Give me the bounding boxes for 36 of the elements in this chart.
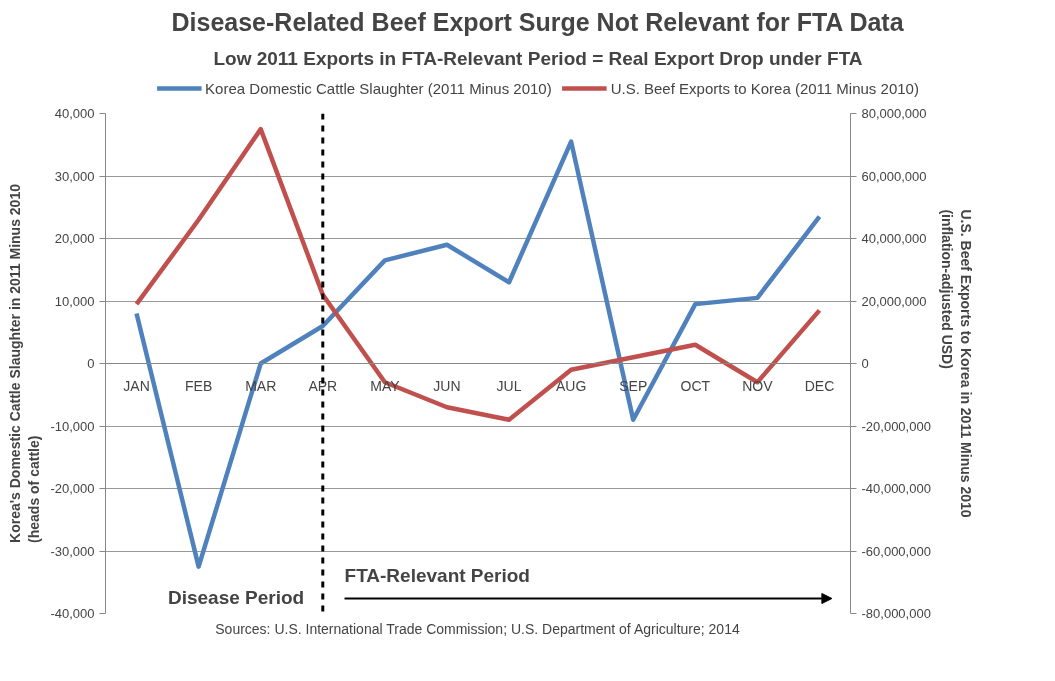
y2-tick-label: 0 bbox=[861, 356, 869, 371]
legend-label: U.S. Beef Exports to Korea (2011 Minus 2010) bbox=[610, 79, 919, 97]
y2-tick-label: -80,000,000 bbox=[861, 606, 931, 621]
y-tick-label: -20,000 bbox=[50, 481, 95, 496]
x-tick-label: NOV bbox=[742, 377, 774, 394]
y2-tick-label: -60,000,000 bbox=[861, 543, 931, 559]
annotation: Disease Period bbox=[167, 586, 305, 608]
x-tick-label: JUN bbox=[433, 377, 461, 394]
y-tick-label: -30,000 bbox=[50, 543, 95, 559]
y-tick-label: -40,000 bbox=[50, 606, 95, 621]
source-note: Sources: U.S. International Trade Commission; U.S. Department of Agriculture; 2014 bbox=[215, 620, 740, 637]
y-tick-label: 40,000 bbox=[54, 106, 95, 121]
chart-subtitle: Low 2011 Exports in FTA-Relevant Period = Real Export Drop under FTA bbox=[213, 47, 863, 69]
y-tick-label: 30,000 bbox=[54, 168, 95, 184]
y-tick-label: -10,000 bbox=[50, 418, 95, 434]
x-tick-label: OCT bbox=[680, 377, 711, 394]
y-axis-title: Korea's Domestic Cattle Slaughter in 2011 Minus 2010 (heads of cattle) bbox=[7, 183, 43, 543]
y2-tick-label: 80,000,000 bbox=[861, 106, 927, 121]
y-tick-label: 0 bbox=[87, 356, 95, 371]
x-tick-label: DEC bbox=[804, 377, 835, 394]
y-tick-label: 10,000 bbox=[54, 293, 95, 309]
y2-tick-label: -20,000,000 bbox=[861, 418, 931, 434]
y2-axis-title: U.S. Beef Exports to Korea in 2011 Minus 2010 (inflation-adjusted USD) bbox=[938, 209, 974, 518]
x-tick-label: AUG bbox=[555, 377, 587, 394]
y-tick-label: 20,000 bbox=[54, 231, 95, 246]
x-tick-label: APR bbox=[308, 377, 338, 394]
legend-label: Korea Domestic Cattle Slaughter (2011 Minus 2010) bbox=[205, 79, 552, 97]
y2-tick-label: 60,000,000 bbox=[861, 168, 927, 184]
x-tick-label: FEB bbox=[185, 377, 213, 394]
annotation: FTA-Relevant Period bbox=[344, 564, 530, 586]
y2-tick-label: -40,000,000 bbox=[861, 481, 931, 496]
x-tick-label: JAN bbox=[123, 377, 150, 394]
chart-title: Disease-Related Beef Export Surge Not Relevant for FTA Data bbox=[171, 7, 905, 36]
y2-tick-label: 20,000,000 bbox=[861, 293, 927, 309]
x-tick-label: JUL bbox=[496, 377, 522, 394]
y2-tick-label: 40,000,000 bbox=[861, 231, 927, 246]
